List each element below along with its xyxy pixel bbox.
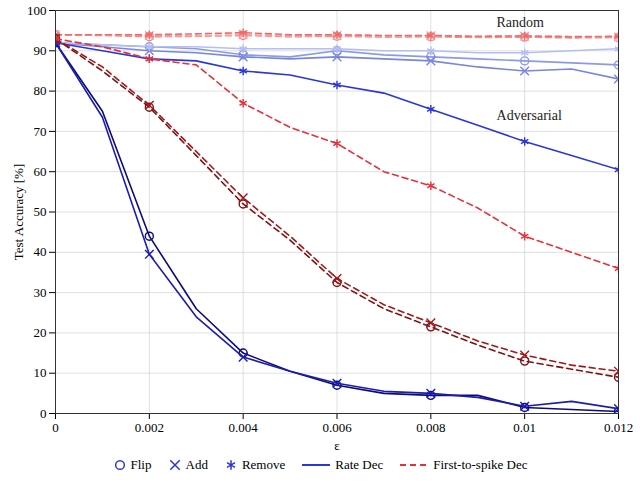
- svg-text:90: 90: [34, 43, 47, 58]
- svg-text:100: 100: [27, 3, 47, 18]
- html-text:First-to-spike Dec: First-to-spike Dec: [433, 457, 528, 472]
- svg-text:0.01: 0.01: [513, 420, 536, 435]
- svg-text:ε: ε: [334, 438, 340, 453]
- svg-text:70: 70: [34, 124, 47, 139]
- svg-text:0.008: 0.008: [416, 420, 445, 435]
- svg-text:0.002: 0.002: [135, 420, 164, 435]
- svg-text:0.004: 0.004: [229, 420, 259, 435]
- html-text:Add: Add: [185, 457, 208, 472]
- svg-text:Adversarial: Adversarial: [497, 108, 562, 123]
- svg-text:0.012: 0.012: [604, 420, 633, 435]
- svg-text:80: 80: [34, 83, 47, 98]
- svg-text:Random: Random: [497, 15, 545, 30]
- svg-text:40: 40: [34, 244, 47, 259]
- svg-text:30: 30: [34, 285, 47, 300]
- html-text:Flip: Flip: [130, 457, 152, 472]
- svg-text:50: 50: [34, 204, 47, 219]
- html-text:Remove: Remove: [241, 457, 286, 472]
- html-text:Rate Dec: Rate Dec: [335, 457, 384, 472]
- svg-text:10: 10: [34, 365, 47, 380]
- svg-text:Test Accuracy [%]: Test Accuracy [%]: [11, 164, 26, 261]
- svg-text:0.006: 0.006: [322, 420, 352, 435]
- svg-text:20: 20: [34, 325, 47, 340]
- svg-text:60: 60: [34, 164, 47, 179]
- svg-text:0: 0: [52, 420, 59, 435]
- svg-text:0: 0: [40, 406, 47, 421]
